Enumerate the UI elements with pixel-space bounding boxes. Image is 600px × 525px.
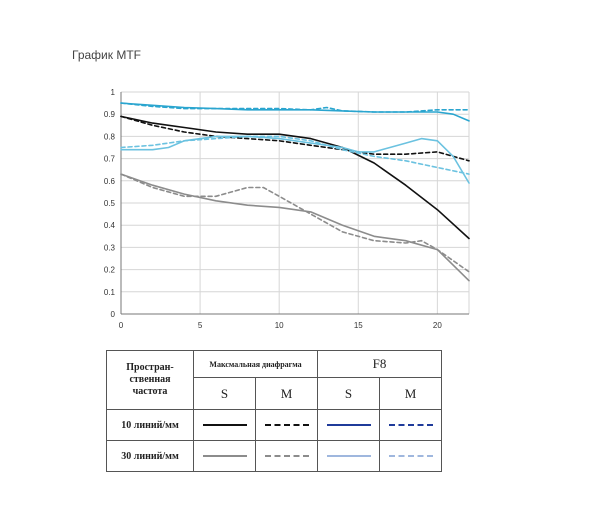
series-line <box>120 135 470 184</box>
y-tick-label: 0.9 <box>104 110 116 119</box>
legend-row-10: 10 линий/мм <box>106 409 442 441</box>
legend-cell <box>379 440 442 472</box>
chart-axes: 00.10.20.30.40.50.60.70.80.910 5 10 15 20 <box>104 88 469 330</box>
legend-sample-line <box>264 455 309 457</box>
y-tick-label: 0.1 <box>104 288 116 297</box>
legend-cell <box>317 409 380 441</box>
y-tick-label: 0.2 <box>104 266 116 275</box>
legend-cell <box>255 440 318 472</box>
legend-sample-line <box>388 455 433 457</box>
sub-header-m-2: M <box>379 377 442 410</box>
series-line <box>120 115 470 240</box>
y-tick-label: 0.4 <box>104 221 116 230</box>
series-line <box>120 135 470 175</box>
legend-cell <box>379 409 442 441</box>
y-tick-label: 0.8 <box>104 132 116 141</box>
y-tick-label: 0.7 <box>104 155 116 164</box>
legend-row-30: 30 линий/мм <box>106 440 442 472</box>
max-aperture-header: Максмальная диафрагма <box>193 349 318 379</box>
x-tick-label: 5 <box>198 321 203 330</box>
legend-table: Простран- ственная частота Максмальная д… <box>106 349 442 472</box>
frequency-header-text: Простран- ственная частота <box>126 362 174 397</box>
row-label-10: 10 линий/мм <box>106 409 194 441</box>
sub-header-m-1: M <box>255 377 318 410</box>
legend-sample-line <box>388 424 433 426</box>
row-label-30: 30 линий/мм <box>106 440 194 472</box>
y-tick-label: 1 <box>111 88 116 97</box>
y-tick-label: 0.5 <box>104 199 116 208</box>
legend-cell <box>255 409 318 441</box>
series-line <box>120 173 470 273</box>
x-tick-label: 10 <box>275 321 284 330</box>
legend-cell <box>193 440 256 472</box>
legend-cell <box>317 440 380 472</box>
legend-sample-line <box>326 455 371 457</box>
y-tick-label: 0 <box>111 310 116 319</box>
series-line <box>120 102 470 113</box>
y-tick-label: 0.3 <box>104 243 116 252</box>
x-tick-label: 20 <box>433 321 442 330</box>
f8-header: F8 <box>317 349 442 379</box>
legend-cell <box>193 409 256 441</box>
frequency-header: Простран- ственная частота <box>106 350 194 410</box>
series-line <box>120 173 470 282</box>
sub-header-s-2: S <box>317 377 380 410</box>
x-tick-label: 15 <box>354 321 363 330</box>
y-tick-label: 0.6 <box>104 177 116 186</box>
legend-sample-line <box>264 424 309 426</box>
legend-sample-line <box>202 424 247 426</box>
legend-sample-line <box>202 455 247 457</box>
sub-header-s-1: S <box>193 377 256 410</box>
legend-sample-line <box>326 424 371 426</box>
series-line <box>120 115 470 162</box>
x-tick-label: 0 <box>119 321 124 330</box>
page-title: График MTF <box>72 48 141 62</box>
chart-series <box>120 102 470 282</box>
